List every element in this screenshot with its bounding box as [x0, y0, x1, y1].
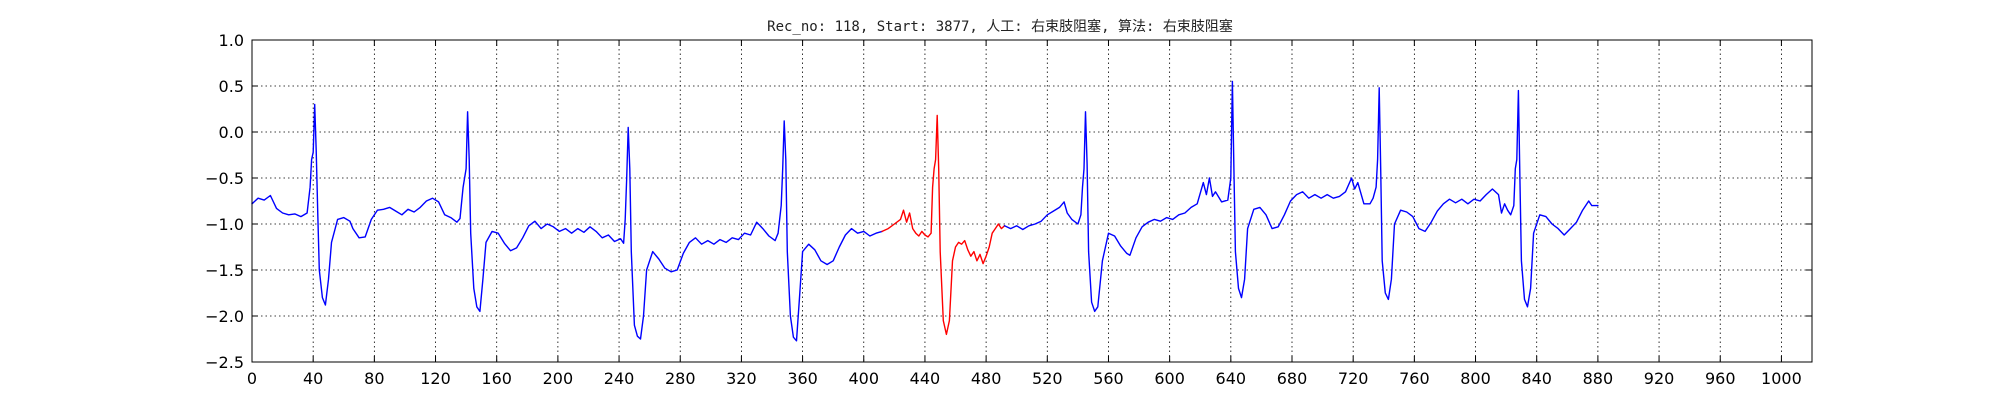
- x-tick-label: 280: [665, 369, 696, 388]
- x-tick-label: 800: [1460, 369, 1491, 388]
- series-line-2: [881, 114, 1006, 336]
- x-tick-label: 240: [604, 369, 635, 388]
- x-tick-label: 120: [420, 369, 451, 388]
- x-tick-label: 400: [848, 369, 879, 388]
- x-tick-label: 600: [1154, 369, 1185, 388]
- x-tick-label: 0: [247, 369, 257, 388]
- y-axis: 1.0 0.5 0.0 −0.5 −1.0 −1.5 −2.0 −2.5: [205, 31, 1812, 372]
- x-tick-label: 440: [910, 369, 941, 388]
- grid: [252, 39, 1812, 363]
- series-line-3: [1003, 80, 1599, 313]
- y-tick-label: −1.5: [205, 261, 244, 280]
- x-tick-label: 360: [787, 369, 818, 388]
- x-tick-label: 480: [971, 369, 1002, 388]
- plot-frame: [251, 39, 1813, 363]
- x-tick-label: 720: [1338, 369, 1369, 388]
- y-tick-label: −2.0: [205, 307, 244, 326]
- x-tick-label: 40: [303, 369, 323, 388]
- x-axis: 0 40 80 120 160 200 240 280 320 360 400 440 480 520 56…: [247, 40, 1802, 388]
- x-tick-label: 160: [481, 369, 512, 388]
- x-tick-label: 320: [726, 369, 757, 388]
- y-tick-label: −1.0: [205, 215, 244, 234]
- chart-title: Rec_no: 118, Start: 3877, 人工: 右束肢阻塞, 算法:…: [767, 19, 1233, 35]
- x-tick-label: 1000: [1761, 369, 1802, 388]
- x-tick-label: 920: [1644, 369, 1675, 388]
- x-tick-label: 760: [1399, 369, 1430, 388]
- y-tick-label: 1.0: [219, 31, 244, 50]
- y-tick-label: 0.0: [219, 123, 244, 142]
- y-tick-label: −2.5: [205, 353, 244, 372]
- x-tick-label: 80: [364, 369, 384, 388]
- x-tick-label: 680: [1277, 369, 1308, 388]
- x-tick-label: 520: [1032, 369, 1063, 388]
- series-group: [251, 80, 1599, 342]
- series-line-1: [251, 103, 883, 342]
- y-tick-label: 0.5: [219, 77, 244, 96]
- x-tick-label: 880: [1583, 369, 1614, 388]
- x-tick-label: 960: [1705, 369, 1736, 388]
- x-tick-label: 560: [1093, 369, 1124, 388]
- x-tick-label: 840: [1521, 369, 1552, 388]
- y-tick-label: −0.5: [205, 169, 244, 188]
- x-tick-label: 640: [1216, 369, 1247, 388]
- x-tick-label: 200: [543, 369, 574, 388]
